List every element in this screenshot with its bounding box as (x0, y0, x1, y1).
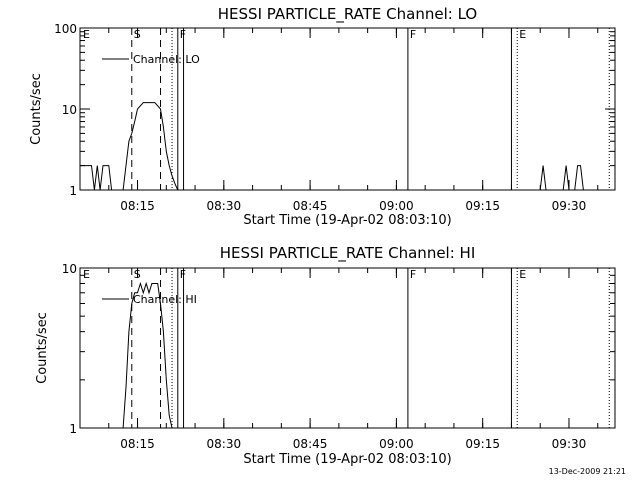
series-line (122, 281, 173, 429)
y-tick-label: 1 (69, 184, 77, 198)
event-marker-label: F (180, 268, 186, 281)
x-tick-label: 09:30 (552, 437, 587, 451)
event-marker-label: F (410, 28, 416, 41)
x-axis-label: Start Time (19-Apr-02 08:03:10) (243, 213, 451, 228)
event-marker-label: E (83, 28, 90, 41)
x-tick-label: 09:00 (379, 199, 414, 213)
event-marker-label: E (519, 28, 526, 41)
y-tick-label: 1 (69, 422, 77, 436)
chart-title: HESSI PARTICLE_RATE Channel: HI (220, 244, 476, 263)
x-tick-label: 09:15 (465, 199, 500, 213)
series-line (539, 165, 587, 191)
y-axis-label: Counts/sec (35, 312, 50, 384)
x-tick-label: 09:15 (465, 437, 500, 451)
x-tick-label: 08:30 (207, 199, 242, 213)
panel-lo: HESSI PARTICLE_RATE Channel: LO 1 10 100 08:… (29, 5, 616, 228)
event-marker-label: E (83, 268, 90, 281)
x-tick-label: 08:15 (120, 199, 155, 213)
x-tick-label: 08:30 (207, 437, 242, 451)
y-tick-label: 10 (62, 262, 77, 276)
plot-frame (79, 267, 616, 429)
legend-label: Channel: LO (133, 53, 200, 66)
x-tick-label: 08:15 (120, 437, 155, 451)
legend-label: Channel: HI (133, 293, 197, 306)
event-marker-label: S (134, 28, 141, 41)
series-line (80, 102, 179, 191)
y-axis-label: Counts/sec (29, 73, 44, 145)
event-marker-label: F (180, 28, 186, 41)
event-marker-label: E (519, 268, 526, 281)
y-tick-label: 100 (54, 22, 77, 36)
x-tick-label: 09:00 (379, 437, 414, 451)
panel-hi: HESSI PARTICLE_RATE Channel: HI 1 10 08:15 0… (35, 244, 616, 467)
event-marker-label: F (410, 268, 416, 281)
x-axis-label: Start Time (19-Apr-02 08:03:10) (243, 452, 451, 467)
x-tick-label: 09:30 (552, 199, 587, 213)
x-tick-label: 08:45 (293, 437, 328, 451)
x-tick-label: 08:45 (293, 199, 328, 213)
chart-title: HESSI PARTICLE_RATE Channel: LO (218, 5, 477, 24)
event-marker-label: S (134, 268, 141, 281)
y-tick-label: 10 (62, 103, 77, 117)
footer-date: 13-Dec-2009 21:21 (549, 467, 626, 476)
